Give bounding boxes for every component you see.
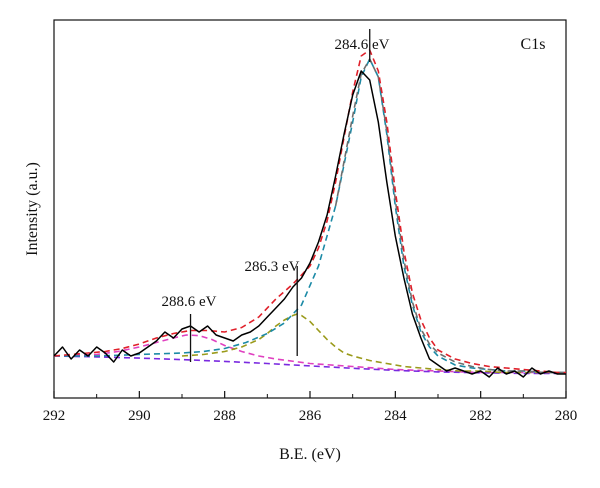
peak-annotation-label: 288.6 eV xyxy=(162,294,217,310)
series-layer xyxy=(53,49,566,378)
peak-annotation-label: 284.6 eV xyxy=(335,37,390,53)
x-tick-label: 282 xyxy=(469,408,492,424)
x-axis-ticks: 292 290 288 286 284 282 280 xyxy=(43,391,578,424)
series-line-2 xyxy=(54,58,566,374)
x-tick-label: 288 xyxy=(213,408,236,424)
annotation-layer: 284.6 eV 286.3 eV 288.6 eV xyxy=(162,29,390,362)
x-tick-label: 280 xyxy=(555,408,578,424)
y-axis-title: Intensity (a.u.) xyxy=(24,162,41,256)
peak-annotation-label: 286.3 eV xyxy=(245,259,300,275)
series-line-4 xyxy=(181,313,566,374)
series-line-1 xyxy=(53,49,566,374)
plot-frame xyxy=(53,19,567,399)
x-axis-title: B.E. (eV) xyxy=(279,446,341,463)
x-tick-label: 284 xyxy=(384,408,407,424)
series-line-3 xyxy=(334,58,566,374)
series-line-0 xyxy=(53,70,566,378)
x-tick-label: 286 xyxy=(299,408,322,424)
x-tick-label: 290 xyxy=(128,408,151,424)
series-line-6 xyxy=(53,355,566,375)
panel-label: C1s xyxy=(521,36,546,53)
x-tick-label: 292 xyxy=(43,408,66,424)
